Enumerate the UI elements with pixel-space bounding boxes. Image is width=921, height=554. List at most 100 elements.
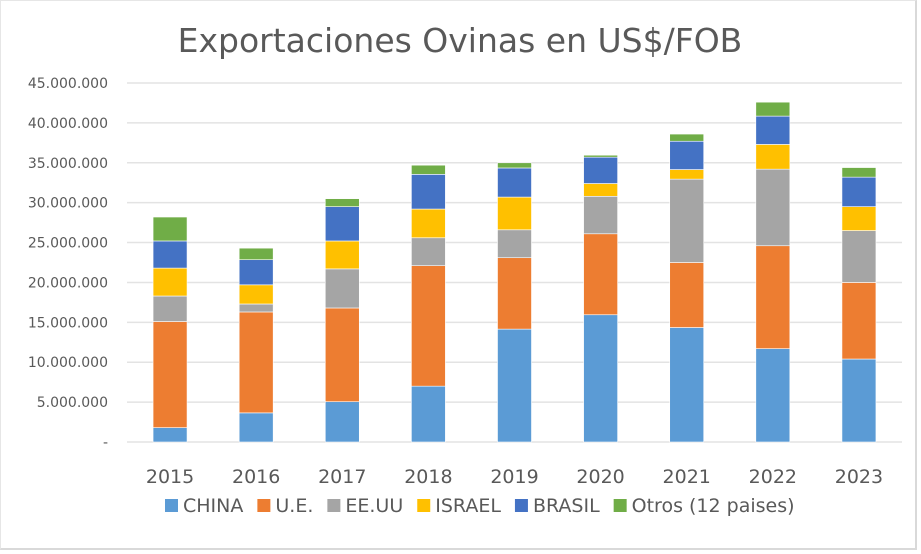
x-tick-label: 2018 bbox=[404, 466, 452, 488]
bar-segment bbox=[755, 348, 791, 443]
legend-label: BRASIL bbox=[533, 495, 600, 517]
bars bbox=[152, 101, 877, 443]
bar-segment bbox=[152, 216, 188, 242]
legend-label: U.E. bbox=[275, 495, 313, 517]
y-tick-label: 45.000.000 bbox=[28, 76, 108, 92]
bar-segment bbox=[669, 140, 705, 170]
bar-segment bbox=[152, 321, 188, 428]
bar-segment bbox=[755, 115, 791, 145]
legend-item: BRASIL bbox=[514, 495, 600, 517]
bar-segment bbox=[411, 237, 446, 266]
bar-segment bbox=[238, 311, 274, 414]
bar-segment bbox=[583, 183, 618, 197]
legend-item: Otros (12 paises) bbox=[613, 495, 795, 517]
x-tick-label: 2023 bbox=[835, 466, 883, 488]
bar-segment bbox=[324, 206, 360, 242]
bar-segment bbox=[841, 282, 877, 360]
bar-stack-2020 bbox=[583, 154, 618, 443]
y-axis-ticks: - 5.000.000 10.000.000 15.000.000 20.000.000… bbox=[28, 76, 108, 451]
bar-segment bbox=[411, 385, 446, 443]
bar-segment bbox=[497, 328, 532, 443]
bar-stack-2017 bbox=[324, 198, 360, 443]
bar-stack-2021 bbox=[669, 133, 705, 443]
legend-item: ISRAEL bbox=[417, 495, 501, 517]
bar-segment bbox=[841, 358, 877, 443]
y-tick-label: 10.000.000 bbox=[28, 355, 108, 371]
bar-segment bbox=[755, 168, 791, 247]
y-tick-label: - bbox=[103, 435, 108, 451]
x-tick-label: 2022 bbox=[749, 466, 797, 488]
chart-title: Exportaciones Ovinas en US$/FOB bbox=[178, 21, 743, 60]
bar-segment bbox=[411, 208, 446, 239]
legend-label: EE.UU bbox=[345, 495, 403, 517]
bar-segment bbox=[497, 196, 532, 231]
bar-segment bbox=[583, 154, 618, 158]
x-tick-label: 2020 bbox=[576, 466, 624, 488]
bar-segment bbox=[755, 245, 791, 349]
bar-segment bbox=[152, 267, 188, 297]
bar-segment bbox=[238, 259, 274, 286]
bar-segment bbox=[324, 307, 360, 403]
bar-segment bbox=[497, 167, 532, 198]
bar-segment bbox=[411, 174, 446, 210]
bar-segment bbox=[755, 144, 791, 170]
bar-segment bbox=[152, 427, 188, 443]
bar-stack-2018 bbox=[411, 164, 446, 443]
bar-segment bbox=[497, 162, 532, 169]
legend-swatch bbox=[257, 499, 271, 512]
bar-segment bbox=[669, 133, 705, 142]
bar-segment bbox=[755, 101, 791, 117]
y-tick-label: 5.000.000 bbox=[37, 395, 108, 411]
x-tick-label: 2015 bbox=[146, 466, 194, 488]
legend-item: U.E. bbox=[257, 495, 313, 517]
bar-segment bbox=[152, 295, 188, 322]
legend-label: ISRAEL bbox=[435, 495, 501, 517]
bar-stack-2022 bbox=[755, 101, 791, 443]
bar-stack-2019 bbox=[497, 162, 532, 443]
legend-item: CHINA bbox=[165, 495, 243, 517]
bar-segment bbox=[583, 314, 618, 443]
bar-segment bbox=[497, 257, 532, 330]
x-tick-label: 2021 bbox=[663, 466, 711, 488]
bar-segment bbox=[411, 164, 446, 175]
y-tick-label: 15.000.000 bbox=[28, 315, 108, 331]
bar-segment bbox=[238, 412, 274, 443]
y-tick-label: 35.000.000 bbox=[28, 156, 108, 172]
y-tick-label: 30.000.000 bbox=[28, 196, 108, 212]
bar-segment bbox=[583, 156, 618, 184]
bar-segment bbox=[324, 268, 360, 309]
bar-segment bbox=[324, 401, 360, 443]
bar-segment bbox=[841, 206, 877, 231]
y-tick-label: 40.000.000 bbox=[28, 116, 108, 132]
bar-segment bbox=[238, 247, 274, 261]
legend-label: Otros (12 paises) bbox=[632, 495, 795, 517]
x-axis-ticks: 2015 2016 2017 2018 2019 2020 2021 2022 2023 bbox=[146, 466, 883, 488]
bar-segment bbox=[669, 327, 705, 443]
x-tick-label: 2017 bbox=[318, 466, 366, 488]
legend-label: CHINA bbox=[183, 495, 243, 517]
y-tick-label: 20.000.000 bbox=[28, 275, 108, 291]
bar-segment bbox=[841, 230, 877, 283]
bar-stack-2023 bbox=[841, 167, 877, 443]
legend-item: EE.UU bbox=[327, 495, 403, 517]
bar-stack-2015 bbox=[152, 216, 188, 443]
bar-segment bbox=[324, 198, 360, 207]
x-tick-label: 2016 bbox=[232, 466, 280, 488]
legend-swatch bbox=[514, 499, 528, 512]
bar-segment bbox=[238, 284, 274, 305]
legend-swatch bbox=[417, 499, 431, 512]
bar-segment bbox=[669, 262, 705, 328]
legend-swatch bbox=[327, 499, 341, 512]
bar-segment bbox=[669, 178, 705, 263]
bar-segment bbox=[324, 240, 360, 270]
legend-swatch bbox=[165, 499, 178, 512]
x-tick-label: 2019 bbox=[490, 466, 538, 488]
bar-segment bbox=[583, 195, 618, 235]
legend: CHINA U.E. EE.UU ISRAEL BRASIL Otros (12 pais… bbox=[165, 495, 795, 517]
bar-segment bbox=[411, 265, 446, 387]
bar-segment bbox=[841, 167, 877, 178]
bar-segment bbox=[841, 176, 877, 207]
bar-stack-2016 bbox=[238, 247, 274, 443]
legend-swatch bbox=[613, 499, 627, 512]
